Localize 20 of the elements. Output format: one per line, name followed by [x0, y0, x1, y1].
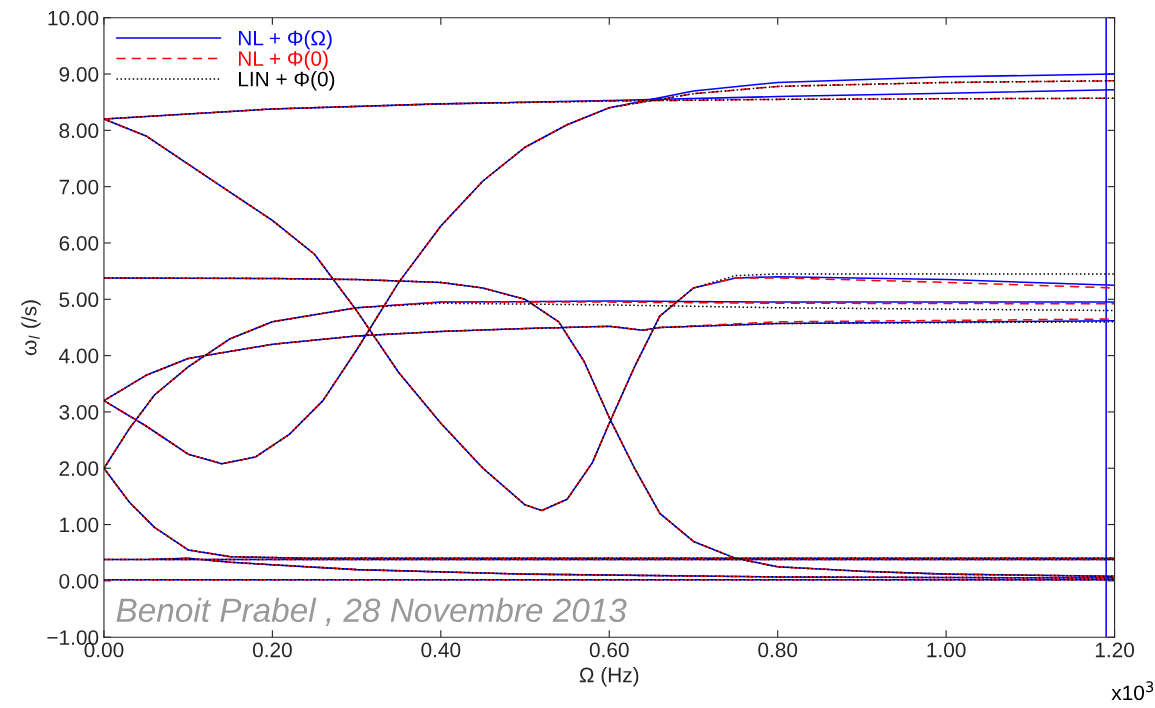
x-tick-label: 0.20	[252, 642, 292, 658]
x-axis-title: Ω (Hz)	[579, 667, 639, 687]
y-tick-label: 6.00	[59, 235, 99, 251]
y-tick-label: 4.00	[59, 348, 99, 364]
y-tick-label: 5.00	[59, 292, 99, 308]
y-tick-label: 3.00	[59, 404, 99, 420]
y-tick-label: 10.00	[48, 10, 99, 26]
y-tick-label: 1.00	[60, 517, 99, 533]
x-tick-label: 0.80	[758, 642, 798, 658]
x-tick-label: 0.60	[589, 642, 629, 658]
y-axis-title: ω$_{l}$ (/s)	[21, 300, 41, 356]
y-tick-label: 2.00	[59, 461, 99, 476]
y-tick-label: 0.00	[59, 573, 99, 589]
x-tick-label: 1.00	[927, 642, 966, 658]
y-tick-label: 8.00	[59, 123, 99, 139]
text: x10$^{3}$	[1111, 681, 1154, 701]
y-tick-label: 9.00	[59, 67, 99, 82]
x-tick-label: 1.20	[1095, 642, 1135, 658]
y-tick-label: 7.00	[59, 179, 99, 195]
x-tick-label: 0.40	[421, 642, 461, 658]
